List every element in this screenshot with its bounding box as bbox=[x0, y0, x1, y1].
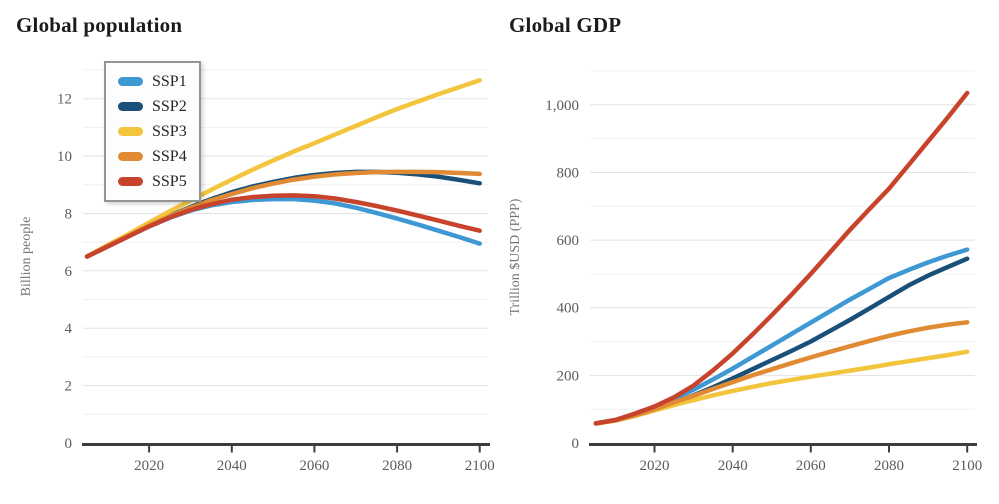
legend-box: SSP1 SSP2 SSP3 SSP4 SSP5 bbox=[104, 61, 201, 202]
x-tick-label-population: 2080 bbox=[382, 458, 412, 474]
legend-swatch-ssp1 bbox=[118, 77, 143, 86]
series-line-ssp5-gdp bbox=[593, 90, 970, 426]
x-tick-label-population: 2020 bbox=[134, 458, 164, 474]
series-line-ssp4-gdp bbox=[593, 320, 970, 426]
legend-label: SSP2 bbox=[152, 97, 187, 115]
gdp-chart-title: Global GDP bbox=[509, 13, 622, 37]
y-tick-label-population: 6 bbox=[65, 264, 73, 280]
x-tick-label-gdp: 2100 bbox=[952, 458, 982, 474]
legend-swatch-ssp2 bbox=[118, 102, 143, 111]
y-tick-label-gdp: 800 bbox=[557, 166, 580, 182]
legend-swatch-ssp5 bbox=[118, 177, 143, 186]
x-tick-label-population: 2060 bbox=[299, 458, 329, 474]
y-tick-label-population: 0 bbox=[65, 436, 73, 452]
y-tick-label-population: 4 bbox=[65, 321, 73, 337]
legend-label: SSP5 bbox=[152, 172, 187, 190]
series-line-ssp3-population bbox=[84, 78, 482, 259]
legend-item-ssp5: SSP5 bbox=[118, 171, 187, 192]
y-tick-label-gdp: 400 bbox=[557, 301, 580, 317]
y-axis-label-population: Billion people bbox=[19, 217, 34, 297]
y-tick-label-population: 10 bbox=[57, 149, 72, 165]
series-line-ssp3-gdp bbox=[593, 349, 970, 426]
legend-swatch-ssp3 bbox=[118, 127, 143, 136]
x-tick-label-population: 2100 bbox=[465, 458, 495, 474]
series-line-ssp5-population bbox=[84, 193, 482, 259]
x-tick-label-gdp: 2080 bbox=[874, 458, 904, 474]
y-tick-label-gdp: 600 bbox=[557, 233, 580, 249]
y-tick-label-population: 8 bbox=[65, 207, 73, 223]
legend-swatch-ssp4 bbox=[118, 152, 143, 161]
x-tick-label-gdp: 2020 bbox=[640, 458, 670, 474]
y-tick-label-population: 12 bbox=[57, 92, 72, 108]
legend-label: SSP1 bbox=[152, 72, 187, 90]
legend-item-ssp2: SSP2 bbox=[118, 96, 187, 117]
series-line-ssp1-gdp bbox=[593, 247, 970, 426]
legend-label: SSP3 bbox=[152, 122, 187, 140]
legend-item-ssp1: SSP1 bbox=[118, 71, 187, 92]
y-tick-label-gdp: 0 bbox=[572, 436, 580, 452]
legend-item-ssp4: SSP4 bbox=[118, 146, 187, 167]
legend-item-ssp3: SSP3 bbox=[118, 121, 187, 142]
x-tick-label-population: 2040 bbox=[217, 458, 247, 474]
x-tick-label-gdp: 2060 bbox=[796, 458, 826, 474]
x-tick-label-gdp: 2040 bbox=[718, 458, 748, 474]
y-tick-label-population: 2 bbox=[65, 379, 73, 395]
y-axis-label-gdp: Trillion $USD (PPP) bbox=[508, 198, 523, 315]
legend-label: SSP4 bbox=[152, 147, 187, 165]
population-chart-title: Global population bbox=[16, 13, 183, 37]
y-tick-label-gdp: 1,000 bbox=[545, 98, 579, 114]
y-tick-label-gdp: 200 bbox=[557, 368, 580, 384]
